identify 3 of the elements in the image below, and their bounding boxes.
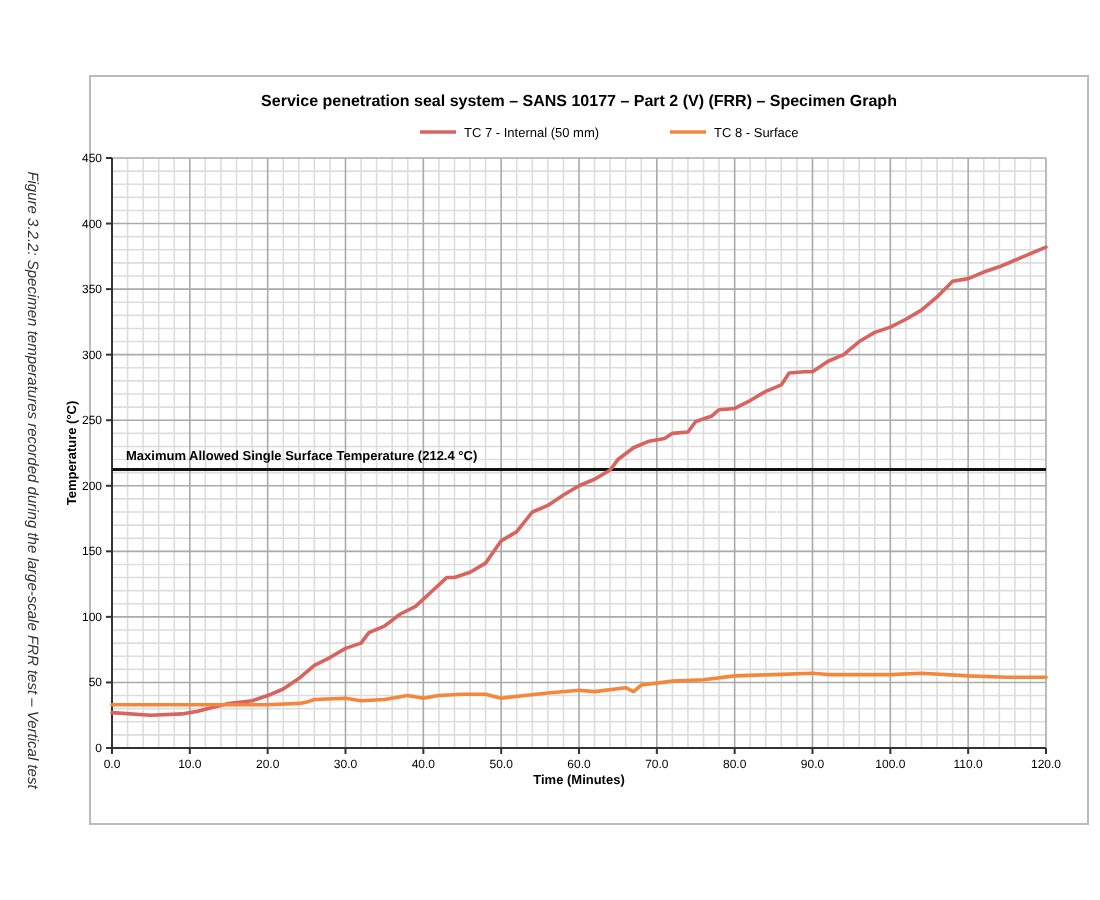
- line-series: [110, 245, 1048, 718]
- line-series: [110, 671, 1048, 707]
- chart-title: Service penetration seal system – SANS 10177 – Part 2 (V) (FRR) – Specimen Graph: [261, 92, 898, 110]
